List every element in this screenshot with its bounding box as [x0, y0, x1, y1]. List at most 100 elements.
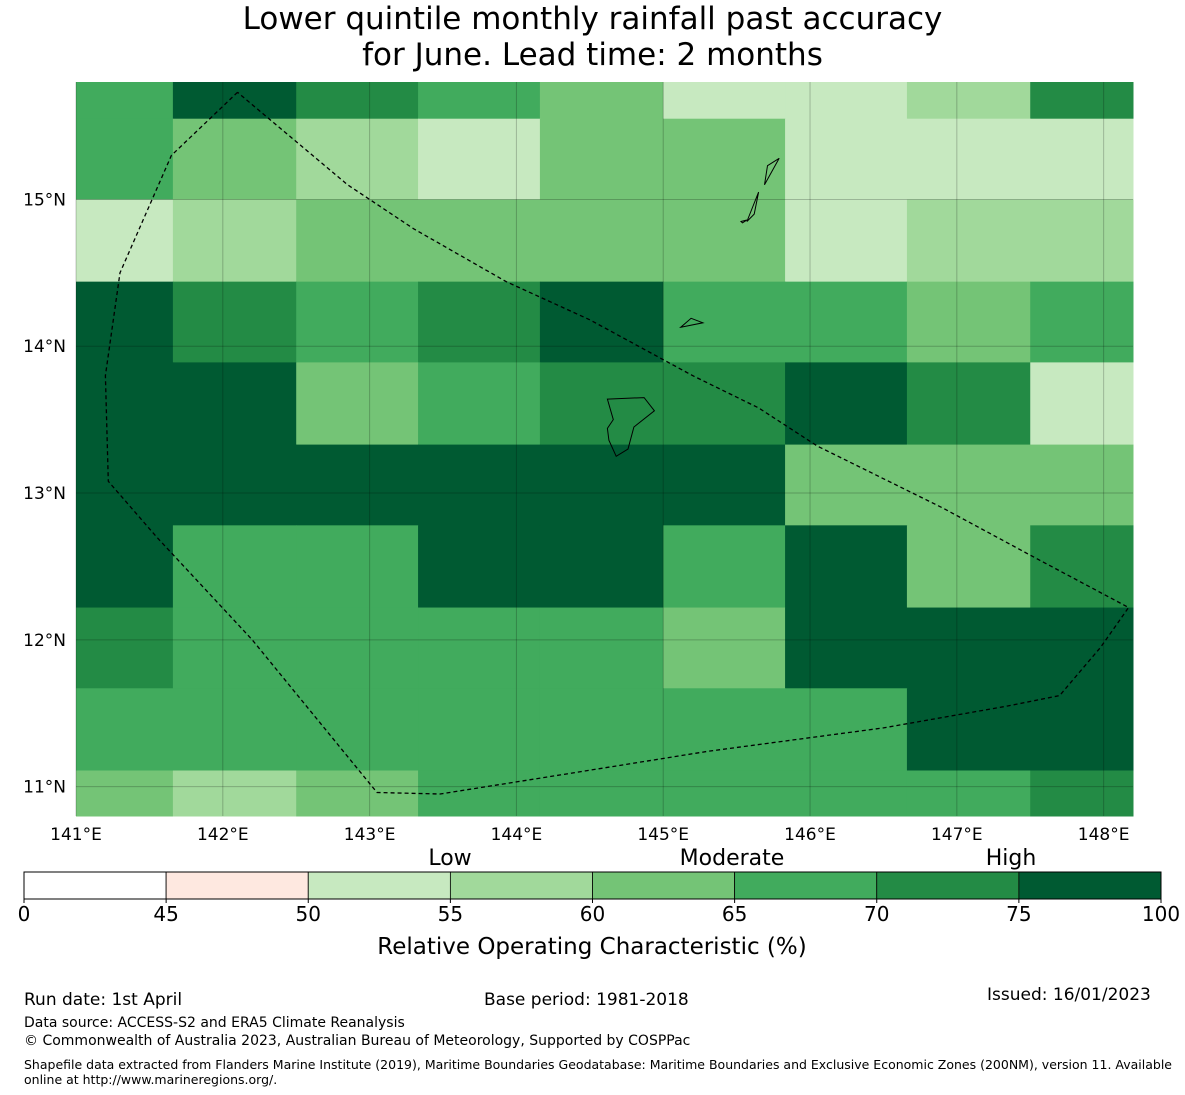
heatmap-cell	[906, 362, 1031, 446]
x-tick-label: 148°E	[1078, 825, 1130, 845]
heatmap-cell	[76, 607, 174, 689]
heatmap-cell	[539, 199, 664, 283]
heatmap-cell	[76, 82, 174, 120]
x-tick-label: 145°E	[637, 825, 689, 845]
colorbar-category-label: High	[986, 846, 1037, 871]
heatmap-cell	[663, 199, 786, 283]
heatmap-cell	[663, 82, 786, 120]
heatmap-cell	[172, 525, 297, 609]
colorbar-segment	[165, 871, 309, 900]
heatmap-cell	[539, 444, 664, 526]
heatmap-cell	[418, 82, 541, 120]
copyright: © Commonwealth of Australia 2023, Austra…	[24, 1033, 691, 1049]
heatmap-cell	[296, 525, 419, 609]
heatmap-cell	[539, 118, 664, 200]
colorbar-segment	[592, 871, 736, 900]
colorbar-tick-label: 60	[580, 902, 605, 926]
heatmap-cell	[663, 770, 786, 817]
heatmap-cell	[785, 199, 908, 283]
heatmap-cell	[418, 362, 541, 446]
island-guam-outline	[606, 397, 656, 458]
heatmap-cell	[663, 607, 786, 689]
shapefile-note: Shapefile data extracted from Flanders M…	[24, 1057, 1172, 1087]
x-tick-label: 143°E	[344, 825, 396, 845]
heatmap-cell	[1030, 770, 1134, 817]
island-tinian-outline	[746, 191, 760, 222]
heatmap-cell	[1030, 199, 1134, 283]
heatmap-cell	[296, 688, 419, 771]
heatmap-cell	[906, 444, 1031, 526]
heatmap-cell	[1030, 82, 1134, 120]
heatmap-cell	[539, 770, 664, 817]
heatmap-cell	[539, 688, 664, 771]
heatmap-cell	[76, 362, 174, 446]
heatmap-cell	[418, 688, 541, 771]
colorbar-tick-label: 55	[438, 902, 463, 926]
heatmap-cell	[418, 281, 541, 363]
heatmap-cell	[172, 199, 297, 283]
colorbar-tick-label: 75	[1006, 902, 1031, 926]
heatmap-cell	[296, 118, 419, 200]
heatmap-cell	[172, 688, 297, 771]
colorbar-tick-label: 0	[18, 902, 31, 926]
heatmap-cell	[785, 362, 908, 446]
heatmap-cell	[296, 199, 419, 283]
heatmap-cell	[76, 281, 174, 363]
heatmap-cell	[1030, 281, 1134, 363]
eez-boundary-line	[104, 91, 1130, 795]
heatmap-cell	[785, 82, 908, 120]
heatmap-cell	[296, 281, 419, 363]
heatmap-cell	[539, 362, 664, 446]
colorbar-tick-label: 65	[722, 902, 747, 926]
heatmap-cell	[663, 688, 786, 771]
x-tick-label: 147°E	[931, 825, 983, 845]
heatmap-cell	[785, 770, 908, 817]
heatmap-cell	[906, 525, 1031, 609]
heatmap-cell	[418, 607, 541, 689]
colorbar-segment	[307, 871, 451, 900]
chart-title-line1: Lower quintile monthly rainfall past acc…	[242, 1, 943, 37]
x-tick-label: 146°E	[784, 825, 836, 845]
heatmap-cell	[906, 281, 1031, 363]
heatmap-cell	[1030, 525, 1134, 609]
y-tick-label: 11°N	[23, 778, 66, 798]
heatmap-cell	[785, 525, 908, 609]
colorbar-axis-label: Relative Operating Characteristic (%)	[377, 934, 806, 960]
heatmap-cell	[906, 770, 1031, 817]
heatmap-cell	[785, 444, 908, 526]
island-rota-outline	[679, 317, 705, 329]
colorbar-segment	[23, 871, 167, 900]
heatmap-cell	[906, 199, 1031, 283]
heatmap-cell	[418, 444, 541, 526]
heatmap-cell	[785, 118, 908, 200]
heatmap-cell	[172, 82, 297, 120]
y-tick-label: 13°N	[23, 484, 66, 504]
colorbar-tick-label: 45	[153, 902, 178, 926]
x-tick-label: 144°E	[491, 825, 543, 845]
heatmap-cell	[172, 281, 297, 363]
heatmap-cell	[76, 688, 174, 771]
colorbar-category-label: Low	[428, 846, 471, 871]
heatmap-cell	[1030, 362, 1134, 446]
colorbar-segment	[876, 871, 1020, 900]
heatmap-cell	[539, 525, 664, 609]
heatmap-cell	[663, 281, 786, 363]
heatmap-cell	[418, 199, 541, 283]
heatmap-cell	[172, 607, 297, 689]
heatmap-cell	[296, 607, 419, 689]
colorbar-tick-label: 70	[864, 902, 889, 926]
heatmap-cell	[76, 444, 174, 526]
heatmap-cell	[172, 118, 297, 200]
heatmap-cell	[663, 362, 786, 446]
heatmap-cell	[76, 525, 174, 609]
heatmap-cell	[539, 607, 664, 689]
x-tick-label: 141°E	[50, 825, 102, 845]
colorbar-segment	[1018, 871, 1162, 900]
heatmap-cell	[296, 444, 419, 526]
heatmap-cell	[663, 525, 786, 609]
data-source: Data source: ACCESS-S2 and ERA5 Climate …	[24, 1015, 405, 1031]
heatmap-cell	[906, 118, 1031, 200]
heatmap-cell	[785, 688, 908, 771]
island-aguijan-outline	[739, 219, 748, 224]
chart-title-line2: for June. Lead time: 2 months	[362, 37, 823, 73]
